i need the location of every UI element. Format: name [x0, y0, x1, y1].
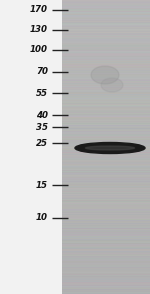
Bar [0, 0, 62, 294]
Ellipse shape [101, 78, 123, 92]
Text: 170: 170 [30, 6, 48, 14]
Text: 100: 100 [30, 46, 48, 54]
Text: 70: 70 [36, 68, 48, 76]
Text: 25: 25 [36, 138, 48, 148]
Text: 130: 130 [30, 26, 48, 34]
Ellipse shape [75, 143, 145, 153]
Text: 40: 40 [36, 111, 48, 119]
Text: 10: 10 [36, 213, 48, 223]
Text: 15: 15 [36, 181, 48, 190]
Ellipse shape [91, 66, 119, 84]
Text: 55: 55 [36, 88, 48, 98]
Ellipse shape [85, 146, 135, 150]
Text: 35: 35 [36, 123, 48, 131]
